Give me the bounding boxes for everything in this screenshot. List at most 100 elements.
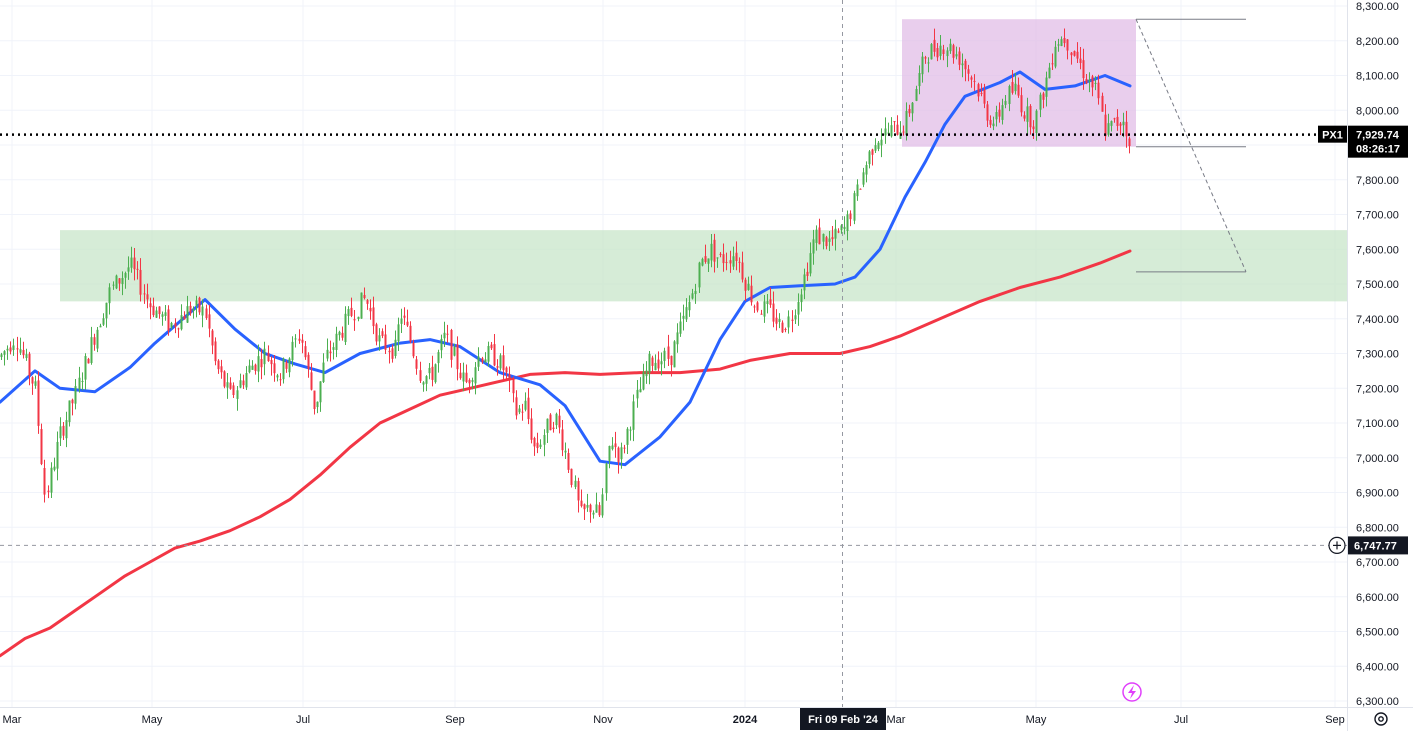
- drawings[interactable]: [1135, 18, 1247, 273]
- candle-body: [477, 356, 480, 367]
- candle-body: [688, 301, 691, 311]
- candle-body: [99, 325, 102, 328]
- candle-body: [555, 413, 558, 426]
- candle-body: [766, 301, 769, 305]
- candle-body: [1017, 84, 1020, 96]
- candle-body: [874, 145, 877, 151]
- candle-body: [986, 104, 989, 121]
- candle-body: [626, 428, 629, 445]
- add-alert-icon[interactable]: [1328, 536, 1346, 554]
- candle-body: [1122, 121, 1125, 126]
- candle-body: [245, 372, 248, 388]
- candle-body: [81, 380, 84, 382]
- candle-body: [663, 350, 666, 361]
- price-tags: PX1 7,929.74 08:26:17 6,747.77 Fri 09 Feb '2…: [800, 125, 1408, 730]
- candle-body: [701, 258, 704, 266]
- candle-body: [229, 382, 232, 389]
- candle-body: [552, 427, 555, 430]
- candle-body: [251, 365, 254, 370]
- candle-body: [189, 305, 192, 313]
- gear-inner: [1378, 716, 1384, 722]
- lightning-icon[interactable]: [1122, 682, 1142, 702]
- candle-body: [893, 121, 896, 123]
- settings-gear-icon[interactable]: [1374, 712, 1388, 726]
- candle-body: [856, 184, 859, 197]
- candle-body: [1110, 121, 1113, 126]
- candle-body: [747, 283, 750, 290]
- candle-body: [691, 293, 694, 299]
- candle-body: [998, 109, 1001, 117]
- candle-body: [840, 225, 843, 231]
- candle-body: [28, 353, 31, 376]
- candle-body: [806, 271, 809, 277]
- candle-body: [127, 267, 130, 272]
- x-tick-label: Mar: [887, 714, 906, 726]
- candle-body: [1079, 58, 1082, 64]
- candle-body: [617, 447, 620, 463]
- y-tick-label: 6,800.00: [1356, 522, 1399, 534]
- candle-body: [574, 480, 577, 487]
- candle-body: [1048, 67, 1051, 79]
- y-tick-label: 7,100.00: [1356, 418, 1399, 430]
- candle-body: [474, 367, 477, 384]
- candle-body: [921, 56, 924, 75]
- candle-body: [1001, 105, 1004, 120]
- candle-body: [887, 132, 890, 134]
- candle-body: [93, 337, 96, 345]
- candle-body: [484, 359, 487, 363]
- candle-body: [880, 139, 883, 146]
- candle-body: [815, 229, 818, 243]
- candle-body: [9, 347, 12, 352]
- candle-body: [797, 301, 800, 315]
- candle-body: [468, 379, 471, 384]
- candle-body: [263, 348, 266, 365]
- candle-body: [152, 305, 155, 316]
- y-tick-label: 7,800.00: [1356, 175, 1399, 187]
- candle-body: [415, 359, 418, 369]
- candle-body: [704, 256, 707, 262]
- candle-body: [536, 442, 539, 449]
- candle-body: [515, 397, 518, 416]
- candle-body: [319, 381, 322, 403]
- candle-body: [642, 371, 645, 390]
- candle-body: [849, 213, 852, 220]
- candle-body: [291, 341, 294, 361]
- y-tick-label: 8,200.00: [1356, 36, 1399, 48]
- candle-body: [611, 445, 614, 450]
- candle-body: [71, 399, 74, 404]
- x-tick-label: 2024: [733, 714, 758, 726]
- candle-body: [183, 316, 186, 320]
- candle-body: [363, 294, 366, 299]
- zones: [60, 19, 1347, 302]
- candle-body: [397, 324, 400, 342]
- candle-body: [105, 302, 108, 319]
- candle-body: [822, 233, 825, 242]
- y-tick-label: 7,200.00: [1356, 383, 1399, 395]
- candle-body: [177, 328, 180, 330]
- symbol-tag: [1318, 125, 1347, 143]
- crosshair: [0, 0, 1347, 707]
- candle-body: [288, 358, 291, 373]
- candle-body: [992, 123, 995, 127]
- candle-body: [620, 447, 623, 460]
- candle-body: [812, 239, 815, 254]
- candle-body: [775, 317, 778, 324]
- candle-body: [636, 389, 639, 399]
- candle-body: [803, 274, 806, 291]
- candle-body: [130, 257, 133, 268]
- candle-body: [341, 332, 344, 338]
- candle-body: [25, 354, 28, 359]
- candle-body: [608, 445, 611, 461]
- candle-body: [384, 334, 387, 350]
- candle-body: [12, 345, 15, 350]
- candle-body: [462, 372, 465, 382]
- candle-body: [567, 453, 570, 470]
- candle-body: [713, 239, 716, 262]
- candle-body: [167, 309, 170, 331]
- candle-body: [313, 390, 316, 410]
- candle-body: [930, 44, 933, 60]
- candle-body: [149, 303, 152, 308]
- candle-body: [304, 346, 307, 358]
